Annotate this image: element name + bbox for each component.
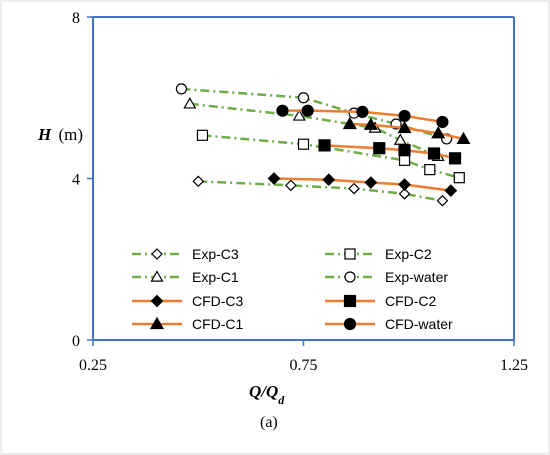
- legend-label: CFD-C1: [192, 316, 244, 332]
- legend-label: Exp-C1: [192, 269, 239, 285]
- legend-label: CFD-C2: [385, 293, 437, 309]
- x-tick-label: 1.25: [500, 357, 528, 374]
- data-point-diamond: [436, 194, 449, 207]
- data-point-square: [453, 172, 465, 184]
- y-axis-label: H (m): [37, 125, 83, 144]
- series-exp-c2: [196, 129, 465, 184]
- x-tick-label: 0.25: [79, 357, 107, 374]
- data-point-square: [398, 154, 411, 166]
- legend-label: Exp-C3: [192, 246, 239, 262]
- data-point-diamond: [444, 184, 458, 197]
- y-tick-label: 8: [72, 10, 80, 27]
- data-point-square: [373, 142, 386, 155]
- data-point-triangle: [150, 270, 164, 282]
- data-point-square: [424, 164, 436, 176]
- data-point-triangle: [342, 116, 357, 130]
- legend-label: CFD-water: [385, 316, 453, 332]
- y-tick-label: 0: [72, 333, 80, 350]
- data-point-triangle: [397, 120, 412, 134]
- data-point-diamond: [398, 187, 411, 200]
- x-axis-label: Q/Qd: [249, 382, 285, 407]
- data-point-triangle: [183, 97, 197, 109]
- data-point-square: [427, 147, 441, 160]
- data-point-square: [196, 129, 209, 141]
- data-point-triangle: [431, 126, 446, 139]
- data-point-circle: [297, 92, 310, 104]
- series-cfd-c2: [318, 139, 462, 165]
- data-point-diamond: [267, 172, 281, 185]
- figure-caption: (a): [260, 414, 278, 431]
- data-point-circle: [356, 105, 369, 118]
- series-cfd-c1: [342, 116, 471, 145]
- data-point-circle: [436, 115, 449, 129]
- data-point-triangle: [149, 316, 165, 330]
- data-point-triangle: [292, 109, 306, 121]
- legend-entry: Exp-C2: [325, 246, 432, 262]
- data-point-square: [448, 152, 462, 165]
- series-cfd-water: [276, 104, 449, 129]
- data-point-triangle: [456, 131, 471, 145]
- legend-entry: Exp-water: [325, 269, 448, 285]
- data-point-circle: [301, 104, 314, 117]
- data-point-diamond: [151, 248, 163, 260]
- x-tick-label: 0.75: [290, 357, 318, 374]
- data-point-diamond: [285, 179, 297, 192]
- series-cfd-c3: [267, 172, 458, 197]
- data-point-circle: [398, 109, 411, 123]
- data-point-square: [398, 144, 411, 157]
- data-point-circle: [175, 83, 188, 95]
- data-point-diamond: [398, 178, 411, 191]
- legend-entry: CFD-water: [325, 316, 453, 332]
- data-point-diamond: [192, 175, 205, 188]
- data-point-square: [318, 139, 331, 152]
- legend-label: Exp-water: [385, 269, 448, 285]
- legend-label: Exp-C2: [385, 246, 432, 262]
- data-point-square: [297, 138, 310, 150]
- legend-entry: Exp-C3: [132, 246, 239, 262]
- y-tick-label: 4: [72, 172, 80, 189]
- legend-entry: CFD-C2: [325, 293, 437, 309]
- legend-entry: Exp-C1: [132, 269, 239, 285]
- data-point-diamond: [322, 173, 336, 187]
- data-point-square: [344, 248, 356, 260]
- data-point-diamond: [150, 294, 164, 308]
- legend-label: CFD-C3: [192, 293, 244, 309]
- data-point-circle: [276, 104, 289, 117]
- data-point-circle: [343, 317, 357, 331]
- legend-entry: CFD-C3: [132, 293, 244, 309]
- series-exp-c3: [192, 175, 449, 207]
- data-point-diamond: [348, 182, 360, 195]
- data-point-diamond: [364, 176, 378, 189]
- data-point-square: [343, 294, 357, 308]
- legend-entry: CFD-C1: [132, 316, 244, 332]
- data-point-circle: [344, 271, 356, 283]
- data-point-triangle: [363, 117, 378, 130]
- series-line: [189, 102, 439, 158]
